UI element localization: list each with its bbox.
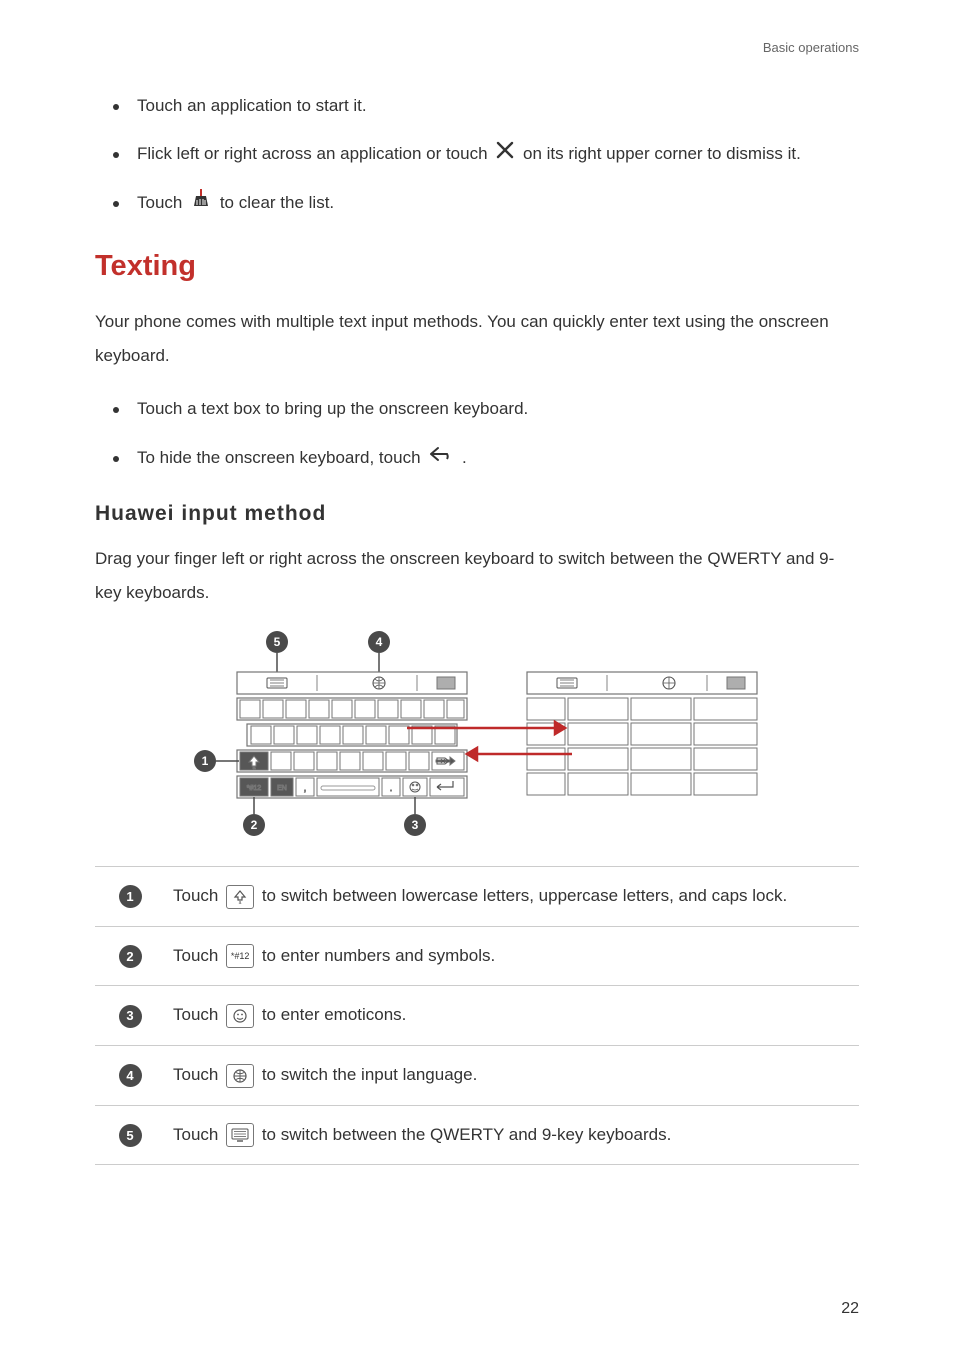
list-item: Flick left or right across an applicatio… xyxy=(95,138,859,171)
bullet-dot-icon xyxy=(113,407,119,413)
num-sym-key-icon: *#12 xyxy=(226,944,254,968)
svg-text:.: . xyxy=(390,783,393,793)
list-item: Touch a text box to bring up the onscree… xyxy=(95,393,859,425)
keyboard-figure: 5 4 xyxy=(95,630,859,840)
legend-table: 1 Touch a to switch between lowercase le… xyxy=(95,866,859,1165)
svg-text:,: , xyxy=(304,783,307,793)
keyboard-switch-key-icon xyxy=(226,1123,254,1147)
bullet-text: Touch a text box to bring up the onscree… xyxy=(137,393,859,425)
text-frag: to clear the list. xyxy=(220,193,334,212)
text-frag: to enter numbers and symbols. xyxy=(262,946,495,965)
text-frag: Touch xyxy=(173,946,223,965)
text-frag: Touch xyxy=(137,193,187,212)
callout-2: 2 xyxy=(251,818,258,832)
section-intro: Your phone comes with multiple text inpu… xyxy=(95,305,859,373)
text-frag: to switch between the QWERTY and 9-key k… xyxy=(262,1125,671,1144)
legend-index: 4 xyxy=(119,1064,142,1087)
back-icon xyxy=(428,442,454,474)
bullet-dot-icon xyxy=(113,104,119,110)
close-x-icon xyxy=(495,139,515,171)
legend-index: 1 xyxy=(119,885,142,908)
text-frag: To hide the onscreen keyboard, touch xyxy=(137,448,425,467)
table-row: 2 Touch *#12 to enter numbers and symbol… xyxy=(95,926,859,986)
header-section-label: Basic operations xyxy=(763,40,859,55)
bullet-dot-icon xyxy=(113,152,119,158)
pre-bullet-list: Touch an application to start it. Flick … xyxy=(95,90,859,220)
svg-text:a: a xyxy=(253,765,256,771)
table-row: 1 Touch a to switch between lowercase le… xyxy=(95,867,859,927)
legend-index: 5 xyxy=(119,1124,142,1147)
text-frag: Touch xyxy=(173,1065,223,1084)
sub-heading: Huawei input method xyxy=(95,502,859,526)
text-frag: Touch xyxy=(173,1125,223,1144)
bullet-text: Touch an application to start it. xyxy=(137,90,859,122)
bullet-text: Flick left or right across an applicatio… xyxy=(137,138,859,171)
svg-text:*#12: *#12 xyxy=(247,785,262,792)
text-frag: to enter emoticons. xyxy=(262,1005,407,1024)
text-frag: Flick left or right across an applicatio… xyxy=(137,144,492,163)
section-title: Texting xyxy=(95,250,859,283)
broom-icon xyxy=(190,187,212,220)
svg-text:a: a xyxy=(239,900,242,905)
text-frag: to switch the input language. xyxy=(262,1065,477,1084)
table-row: 3 Touch to enter emoticons. xyxy=(95,986,859,1046)
bullet-dot-icon xyxy=(113,456,119,462)
bullet-text: To hide the onscreen keyboard, touch . xyxy=(137,442,859,475)
legend-index: 3 xyxy=(119,1005,142,1028)
svg-text:EN: EN xyxy=(277,785,287,792)
text-frag: to switch between lowercase letters, upp… xyxy=(262,886,787,905)
text-frag: Touch xyxy=(173,886,223,905)
list-item: To hide the onscreen keyboard, touch . xyxy=(95,442,859,475)
shift-key-icon: a xyxy=(226,885,254,909)
page-number: 22 xyxy=(841,1300,859,1318)
text-frag: Touch xyxy=(173,1005,223,1024)
legend-index: 2 xyxy=(119,945,142,968)
section-bullet-list: Touch a text box to bring up the onscree… xyxy=(95,393,859,474)
text-frag: on its right upper corner to dismiss it. xyxy=(523,144,801,163)
sub-intro: Drag your finger left or right across th… xyxy=(95,542,859,610)
list-item: Touch to clear the list. xyxy=(95,187,859,220)
bullet-text: Touch to clear the list. xyxy=(137,187,859,220)
emoticon-key-icon xyxy=(226,1004,254,1028)
table-row: 5 Touch to switch between the QWERTY and… xyxy=(95,1105,859,1165)
bullet-dot-icon xyxy=(113,201,119,207)
table-row: 4 Touch to switch the input language. xyxy=(95,1045,859,1105)
callout-4: 4 xyxy=(376,635,383,649)
list-item: Touch an application to start it. xyxy=(95,90,859,122)
callout-3: 3 xyxy=(412,818,419,832)
text-frag: . xyxy=(462,448,467,467)
callout-1: 1 xyxy=(202,754,209,768)
callout-5: 5 xyxy=(274,635,281,649)
globe-key-icon xyxy=(226,1064,254,1088)
